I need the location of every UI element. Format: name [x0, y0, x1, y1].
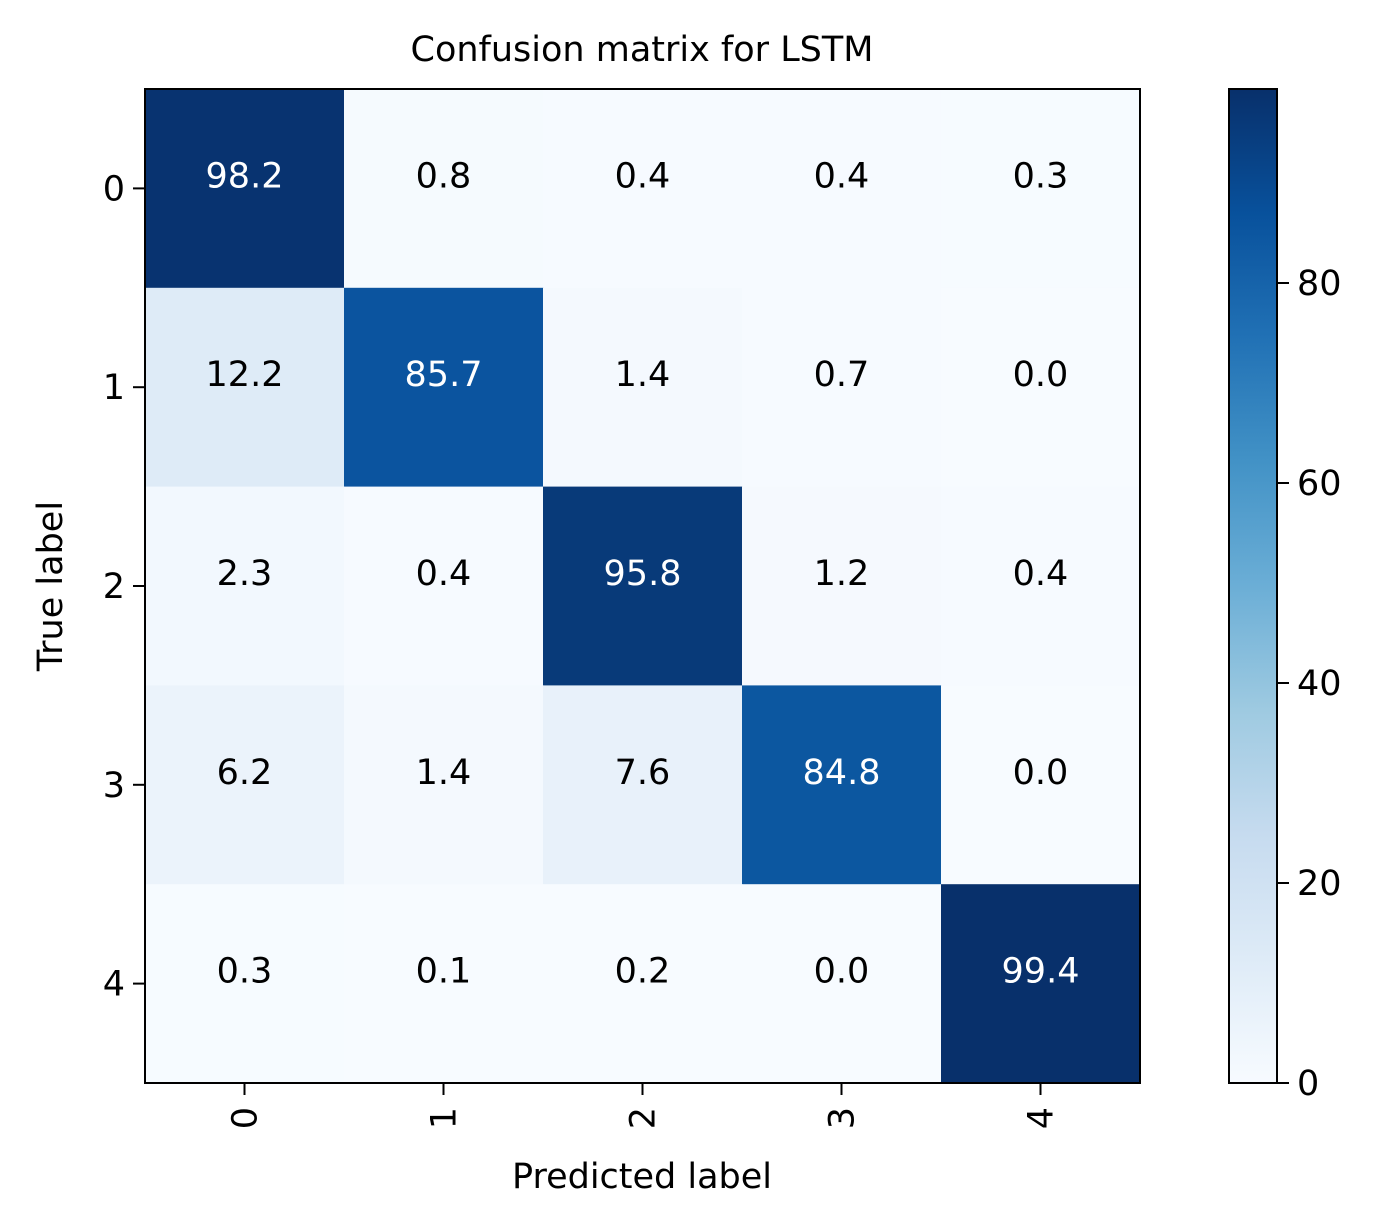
heatmap-cell — [543, 287, 743, 488]
x-axis-label: Predicted label — [512, 1157, 772, 1197]
heatmap-cell — [344, 287, 544, 488]
heatmap-cell — [543, 685, 743, 885]
cell-value-label: 0.3 — [217, 952, 273, 992]
heatmap-cell — [145, 884, 345, 1084]
heatmap-cell — [742, 486, 942, 686]
x-tick-label: 3 — [823, 1107, 863, 1129]
x-tick-label: 4 — [1022, 1107, 1062, 1129]
cell-value-label: 2.3 — [217, 554, 273, 594]
heatmap-cell — [145, 287, 345, 488]
cell-value-label: 6.2 — [217, 753, 273, 793]
colorbar-axis: 0 20 40 60 80 — [1277, 264, 1342, 1104]
cell-value-label: 0.4 — [416, 554, 472, 594]
heatmap-cell — [941, 486, 1141, 686]
colorbar-frame — [1228, 88, 1278, 1084]
heatmap-cell — [344, 486, 544, 686]
heatmap-cells — [145, 89, 1141, 1084]
heatmap-cell-labels: 98.2 0.8 0.4 0.4 0.3 12.2 85.7 1.4 0.7 0.0 2.3 0.4 9… — [206, 156, 1080, 991]
cell-value-label: 0.2 — [615, 952, 671, 992]
cell-value-label: 0.1 — [416, 952, 472, 992]
cell-value-label: 84.8 — [803, 753, 881, 793]
heatmap-cell — [941, 685, 1141, 885]
cell-value-label: 1.2 — [814, 554, 870, 594]
cell-value-label: 0.8 — [416, 156, 472, 196]
cell-value-label: 7.6 — [615, 753, 671, 793]
y-tick-label: 3 — [103, 766, 125, 806]
cell-value-label: 0.3 — [1013, 156, 1069, 196]
colorbar-tick-label: 0 — [1297, 1064, 1319, 1104]
cell-value-label: 99.4 — [1002, 952, 1080, 992]
cell-value-label: 0.7 — [814, 355, 870, 395]
y-tick-label: 0 — [103, 169, 125, 209]
cell-value-label: 0.0 — [814, 952, 870, 992]
heatmap-cell — [543, 89, 743, 289]
x-tick-label: 2 — [624, 1107, 664, 1129]
x-tick-label: 0 — [226, 1107, 266, 1129]
colorbar-tick-label: 20 — [1297, 864, 1342, 904]
x-axis: 0 1 2 3 4 — [226, 1083, 1062, 1129]
x-tick-label: 1 — [425, 1107, 465, 1129]
y-axis-label: True label — [31, 501, 71, 672]
cell-value-label: 0.0 — [1013, 753, 1069, 793]
heatmap-cell — [742, 287, 942, 488]
heatmap-cell — [344, 89, 544, 289]
heatmap-cell — [742, 89, 942, 289]
heatmap-cell — [543, 486, 743, 686]
colorbar — [1229, 89, 1277, 1083]
heatmap-cell — [941, 287, 1141, 488]
y-tick-label: 2 — [103, 567, 125, 607]
cell-value-label: 98.2 — [206, 156, 284, 196]
heatmap-cell — [742, 685, 942, 885]
colorbar-tick-label: 40 — [1297, 664, 1342, 704]
heatmap-cell — [941, 884, 1141, 1084]
cell-value-label: 85.7 — [405, 355, 483, 395]
heatmap-cell — [543, 884, 743, 1084]
y-axis: 0 1 2 3 4 — [103, 169, 145, 1005]
cell-value-label: 0.4 — [814, 156, 870, 196]
cell-value-label: 1.4 — [615, 355, 671, 395]
y-tick-label: 4 — [103, 965, 125, 1005]
cell-value-label: 0.0 — [1013, 355, 1069, 395]
colorbar-tick-label: 60 — [1297, 464, 1342, 504]
cell-value-label: 12.2 — [206, 355, 284, 395]
heatmap-cell — [344, 685, 544, 885]
heatmap-cell — [145, 486, 345, 686]
colorbar-tick-label: 80 — [1297, 264, 1342, 304]
cell-value-label: 0.4 — [615, 156, 671, 196]
chart-title: Confusion matrix for LSTM — [411, 30, 874, 70]
cell-value-label: 95.8 — [604, 554, 682, 594]
cell-value-label: 0.4 — [1013, 554, 1069, 594]
heatmap-cell — [145, 685, 345, 885]
heatmap-cell — [941, 89, 1141, 289]
y-tick-label: 1 — [103, 368, 125, 408]
heatmap-cell — [344, 884, 544, 1084]
heatmap-cell — [145, 89, 345, 289]
cell-value-label: 1.4 — [416, 753, 472, 793]
heatmap-cell — [742, 884, 942, 1084]
